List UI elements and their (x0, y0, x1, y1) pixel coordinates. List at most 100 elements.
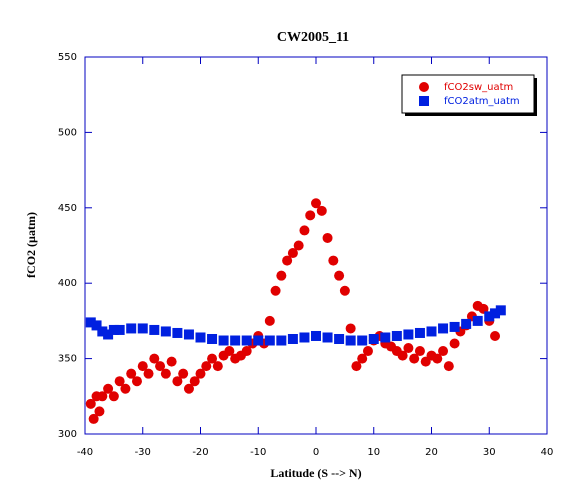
point (103, 383, 114, 394)
point (397, 350, 408, 361)
point (137, 323, 148, 334)
point (155, 361, 166, 372)
point (143, 368, 154, 379)
chart-title: CW2005_11 (277, 30, 349, 45)
point (403, 343, 414, 354)
point (195, 368, 206, 379)
point (108, 324, 119, 335)
point (449, 321, 460, 332)
legend-marker (419, 96, 429, 106)
x-tick-label: 20 (425, 447, 438, 458)
point (490, 330, 501, 341)
point (276, 270, 287, 281)
point (264, 335, 275, 346)
point (114, 324, 125, 335)
y-axis-label: fCO2 (µatm) (24, 212, 38, 278)
point (287, 248, 298, 259)
point (426, 326, 437, 337)
x-tick-label: 30 (483, 447, 496, 458)
y-tick-label: 450 (58, 203, 77, 214)
point (88, 413, 99, 424)
point (85, 317, 96, 328)
point (131, 376, 142, 387)
point (362, 346, 373, 357)
x-tick-label: 40 (541, 447, 554, 458)
point (160, 368, 171, 379)
point (443, 361, 454, 372)
legend (401, 74, 535, 114)
y-tick-label: 550 (58, 52, 77, 63)
y-tick-label: 500 (58, 127, 77, 138)
x-axis-label: Latitude (S --> N) (270, 466, 361, 480)
point (224, 346, 235, 357)
point (484, 311, 495, 322)
point (195, 332, 206, 343)
point (120, 383, 131, 394)
legend-marker (419, 82, 429, 92)
point (230, 335, 241, 346)
point (293, 240, 304, 251)
point (339, 285, 350, 296)
point (137, 361, 148, 372)
x-tick-label: -30 (135, 447, 151, 458)
point (108, 391, 119, 402)
point (311, 330, 321, 341)
point (270, 285, 281, 296)
point (305, 210, 316, 221)
point (126, 368, 137, 379)
point (287, 333, 298, 344)
point (322, 232, 333, 243)
point (414, 327, 425, 338)
point (207, 353, 218, 364)
point (97, 391, 108, 402)
x-tick-label: 0 (313, 447, 319, 458)
point (207, 333, 218, 344)
point (149, 353, 160, 364)
point (94, 406, 105, 417)
point (178, 368, 189, 379)
point (172, 376, 183, 387)
y-tick-label: 300 (58, 429, 77, 440)
x-tick-label: 10 (367, 447, 380, 458)
point (299, 225, 310, 236)
point (241, 335, 252, 346)
point (85, 398, 96, 409)
point (438, 346, 449, 357)
point (328, 255, 339, 266)
point (351, 361, 362, 372)
point (357, 335, 368, 346)
point (276, 335, 287, 346)
point (114, 376, 125, 387)
point (183, 383, 194, 394)
point (149, 324, 160, 335)
point (253, 335, 264, 346)
point (432, 353, 443, 364)
point (472, 315, 483, 326)
point (322, 332, 333, 343)
point (311, 198, 321, 209)
x-tick-label: -10 (250, 447, 266, 458)
series (85, 198, 501, 424)
point (316, 205, 327, 216)
point (414, 346, 425, 357)
point (403, 329, 414, 340)
point (334, 270, 345, 281)
point (201, 361, 212, 372)
point (345, 335, 356, 346)
point (409, 353, 420, 364)
point (490, 308, 501, 319)
point (91, 320, 102, 331)
point (438, 323, 449, 334)
y-tick-label: 400 (58, 278, 77, 289)
point (189, 376, 200, 387)
point (218, 335, 229, 346)
point (97, 326, 108, 337)
legend-label: fCO2sw_uatm (444, 82, 513, 93)
series (85, 305, 506, 346)
point (478, 303, 489, 314)
legend-label: fCO2atm_uatm (444, 96, 520, 107)
point (126, 323, 137, 334)
point (282, 255, 293, 266)
point (461, 318, 472, 329)
